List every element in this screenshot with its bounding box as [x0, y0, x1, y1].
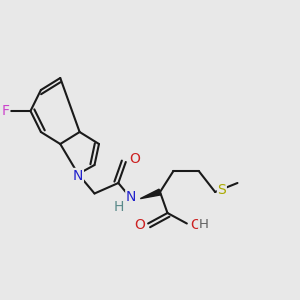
Text: O: O: [134, 218, 145, 232]
Text: H: H: [114, 200, 124, 214]
Polygon shape: [140, 189, 161, 199]
Text: O: O: [190, 218, 201, 232]
Text: H: H: [199, 218, 208, 232]
Text: N: N: [126, 190, 136, 204]
Text: S: S: [218, 183, 226, 196]
Text: O: O: [129, 152, 140, 166]
Text: F: F: [2, 104, 10, 118]
Text: N: N: [73, 169, 83, 182]
